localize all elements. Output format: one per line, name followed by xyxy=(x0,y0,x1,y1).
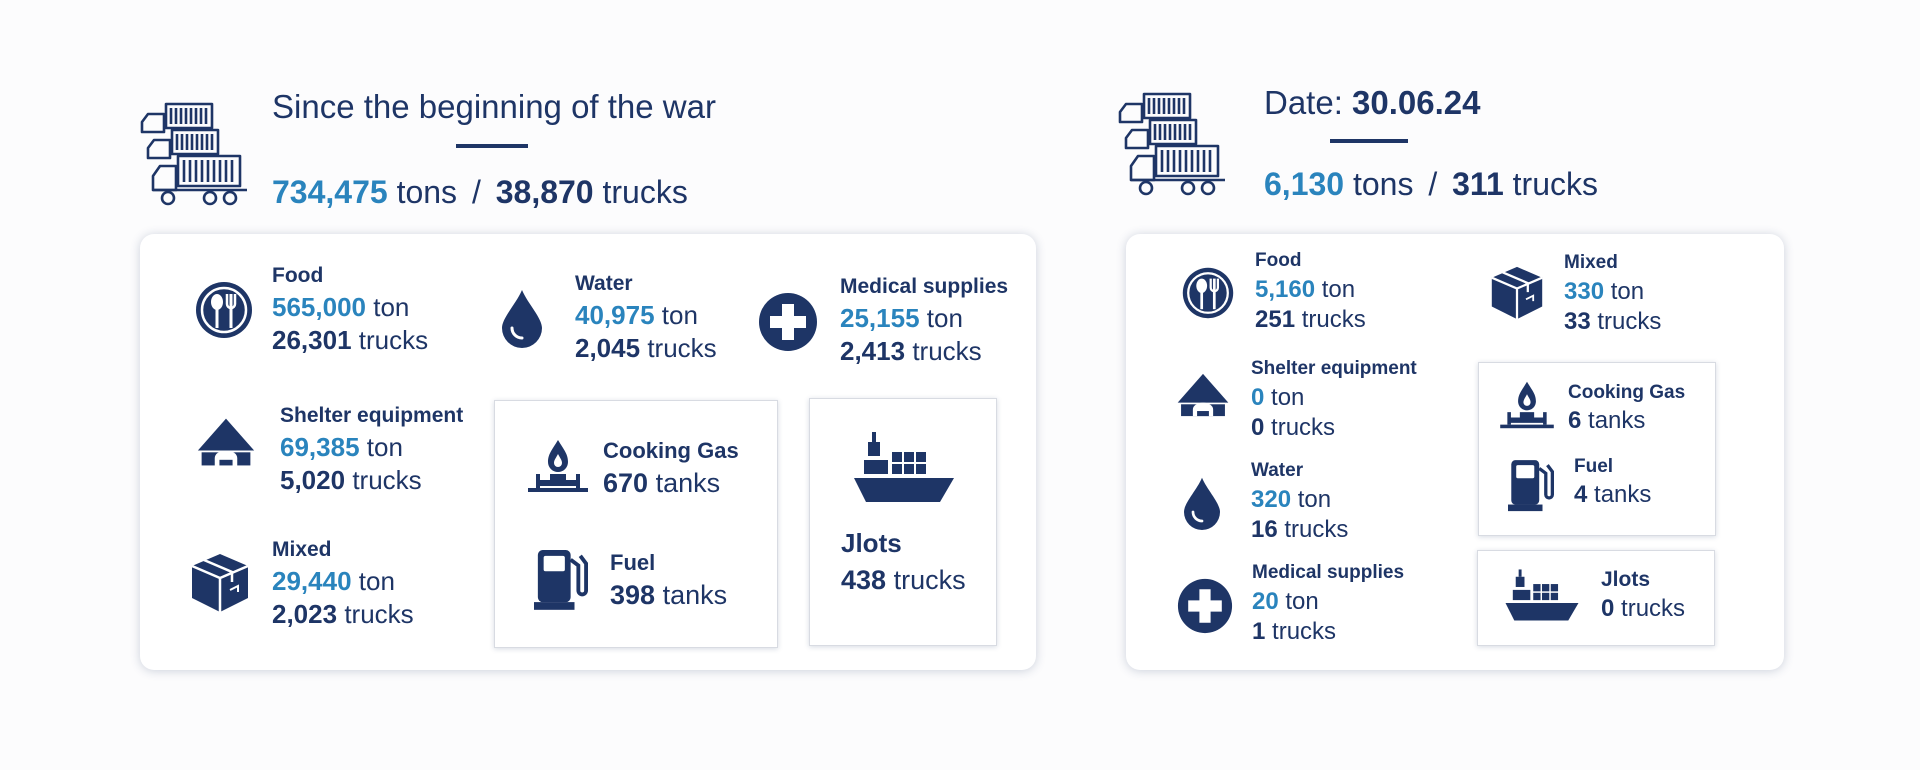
medical-icon xyxy=(758,292,818,352)
mixed-icon xyxy=(190,552,250,614)
water-icon xyxy=(500,288,544,348)
water-icon xyxy=(1182,476,1222,530)
fuel-item: Fuel 4 tanks xyxy=(1574,456,1652,508)
water-item: Water 320 ton 16 trucks xyxy=(1251,460,1349,543)
summary-daily: 6,130 tons / 311 trucks xyxy=(1264,166,1598,202)
page-title: Since the beginning of the war xyxy=(272,88,716,125)
fuel-icon xyxy=(1508,456,1554,512)
title-underline xyxy=(1330,139,1408,143)
medical-item: Medical supplies 25,155 ton 2,413 trucks xyxy=(840,275,1009,366)
cooking-gas-icon xyxy=(1498,380,1556,430)
cooking-gas-item: Cooking Gas 670 tanks xyxy=(603,438,739,498)
mixed-item: Mixed 330 ton 33 trucks xyxy=(1564,252,1662,335)
food-item: Food 565,000 ton 26,301 trucks xyxy=(272,264,429,355)
summary-total: 734,475 tons / 38,870 trucks xyxy=(272,174,688,210)
food-icon xyxy=(194,280,254,340)
jlots-box xyxy=(809,398,997,646)
medical-icon xyxy=(1177,578,1233,634)
mixed-icon xyxy=(1490,265,1544,321)
food-icon xyxy=(1181,266,1235,320)
fuel-icon xyxy=(534,546,588,610)
mixed-item: Mixed 29,440 ton 2,023 trucks xyxy=(272,538,414,629)
shelter-item: Shelter equipment 69,385 ton 5,020 truck… xyxy=(280,404,464,495)
cooking-gas-icon xyxy=(526,438,590,494)
jlots-item: Jlots 438 trucks xyxy=(841,528,966,595)
ship-icon xyxy=(852,430,956,504)
title-underline xyxy=(456,144,528,148)
water-item: Water 40,975 ton 2,045 trucks xyxy=(575,272,717,363)
trucks-icon xyxy=(1118,92,1228,197)
food-item: Food 5,160 ton 251 trucks xyxy=(1255,250,1366,333)
shelter-item: Shelter equipment 0 ton 0 trucks xyxy=(1251,358,1417,441)
ship-icon xyxy=(1504,568,1580,622)
trucks-icon xyxy=(140,102,250,207)
shelter-icon xyxy=(1176,372,1230,418)
date-title: Date: 30.06.24 xyxy=(1264,84,1481,121)
cooking-gas-item: Cooking Gas 6 tanks xyxy=(1568,382,1686,434)
fuel-item: Fuel 398 tanks xyxy=(610,550,728,610)
jlots-item: Jlots 0 trucks xyxy=(1601,568,1686,622)
shelter-icon xyxy=(196,416,256,468)
medical-item: Medical supplies 20 ton 1 trucks xyxy=(1252,562,1405,645)
